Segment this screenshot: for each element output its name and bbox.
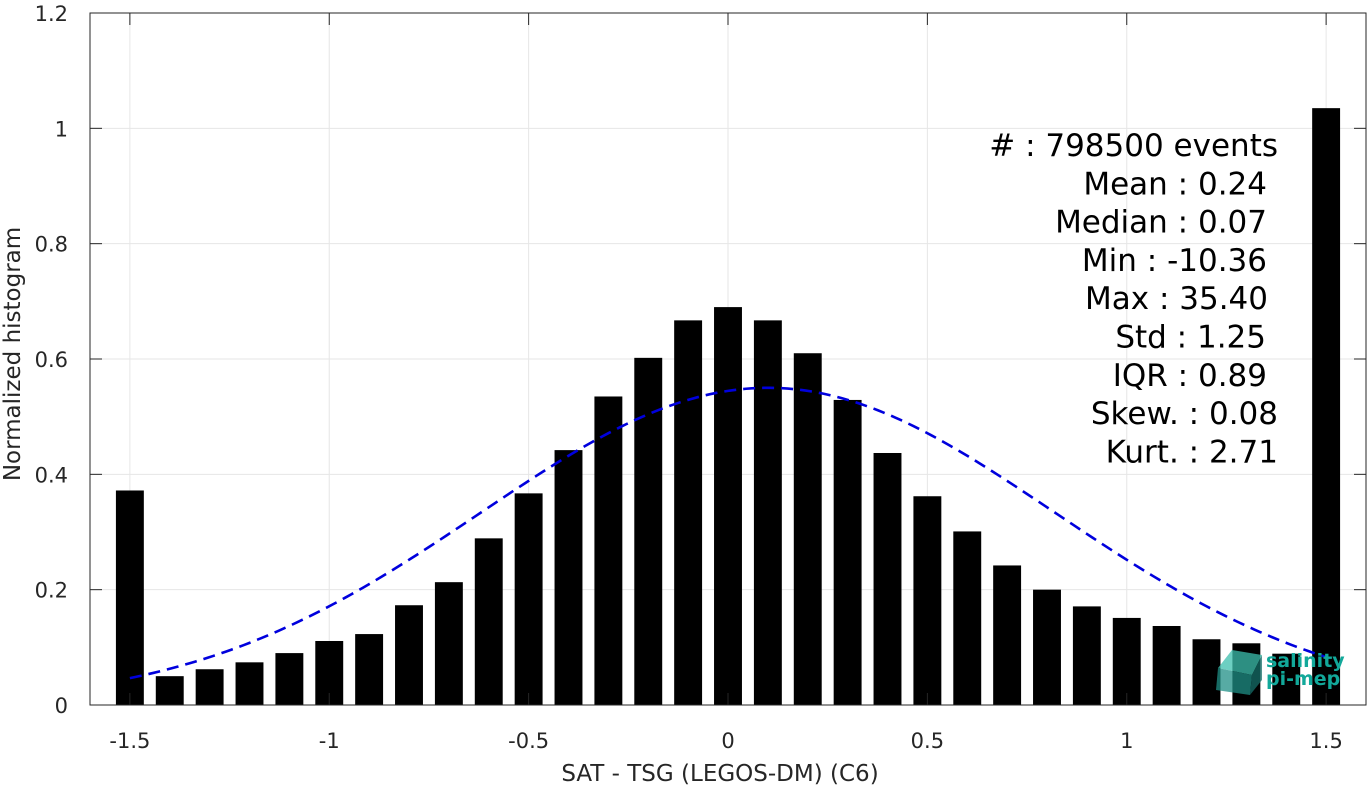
bar xyxy=(235,662,264,705)
y-tick-label: 1 xyxy=(55,117,68,141)
x-tick-labels: -1.5 -1 -0.5 0 0.5 1 1.5 xyxy=(109,729,1342,753)
bar xyxy=(1072,606,1101,705)
bar xyxy=(554,450,583,705)
bar xyxy=(1112,617,1141,705)
logo-cube-icon xyxy=(1216,650,1262,695)
bar xyxy=(1192,639,1221,705)
y-axis-label: Normalized histogram xyxy=(0,227,26,481)
bar xyxy=(873,452,902,705)
bar xyxy=(1033,589,1061,705)
stats-line: Median : 0.07 xyxy=(1055,205,1267,241)
stats-line: # : 798500 events xyxy=(989,128,1278,164)
bar xyxy=(714,307,742,705)
bar xyxy=(913,496,942,705)
bar xyxy=(275,653,304,705)
x-tick-label: 1.5 xyxy=(1309,729,1342,753)
bar xyxy=(155,676,184,705)
bar xyxy=(793,353,822,705)
stats-line: Std : 1.25 xyxy=(1115,320,1266,356)
x-tick-label: 0.5 xyxy=(911,729,944,753)
x-tick-label: -1 xyxy=(319,729,340,753)
stats-line: Max : 35.40 xyxy=(1085,281,1268,317)
fit-curve xyxy=(129,386,1327,680)
logo-text-line1: salinity xyxy=(1266,650,1345,672)
bar xyxy=(434,582,463,705)
y-tick-label: 0.8 xyxy=(35,233,68,257)
y-tick-label: 0 xyxy=(55,694,68,718)
bar xyxy=(1272,653,1301,705)
bar xyxy=(355,634,384,705)
stats-line: Min : -10.36 xyxy=(1082,243,1267,279)
bar xyxy=(514,493,543,705)
x-tick-label: -0.5 xyxy=(508,729,549,753)
stats-line: Kurt. : 2.71 xyxy=(1106,434,1278,470)
bar xyxy=(1152,625,1181,705)
bar xyxy=(674,320,703,705)
bar xyxy=(753,320,782,705)
x-tick-label: 0 xyxy=(721,729,734,753)
salinity-pimep-logo: salinity pi-mep xyxy=(1216,650,1345,695)
bar xyxy=(993,565,1022,705)
y-tick-label: 1.2 xyxy=(35,2,68,26)
y-tick-label: 0.2 xyxy=(35,579,68,603)
bar xyxy=(1312,108,1341,705)
bar xyxy=(474,538,503,705)
bar xyxy=(395,605,423,705)
bar xyxy=(833,399,862,705)
x-axis-label: SAT - TSG (LEGOS-DM) (C6) xyxy=(561,761,878,785)
stats-line: IQR : 0.89 xyxy=(1113,358,1267,394)
bar xyxy=(594,396,623,705)
x-tick-label: 1 xyxy=(1120,729,1133,753)
tick-marks xyxy=(90,12,1366,706)
bar xyxy=(634,357,663,705)
x-tick-label: -1.5 xyxy=(109,729,150,753)
stats-line: Mean : 0.24 xyxy=(1083,166,1267,202)
y-tick-label: 0.4 xyxy=(35,463,68,487)
bars xyxy=(115,108,1341,705)
logo-text-line2: pi-mep xyxy=(1266,668,1340,690)
bar xyxy=(953,531,982,705)
bar xyxy=(195,669,224,705)
stats-line: Skew. : 0.08 xyxy=(1091,396,1278,432)
y-tick-label: 0.6 xyxy=(35,348,68,372)
y-tick-labels: 0 0.2 0.4 0.6 0.8 1 1.2 xyxy=(35,2,68,718)
bar xyxy=(115,490,144,705)
